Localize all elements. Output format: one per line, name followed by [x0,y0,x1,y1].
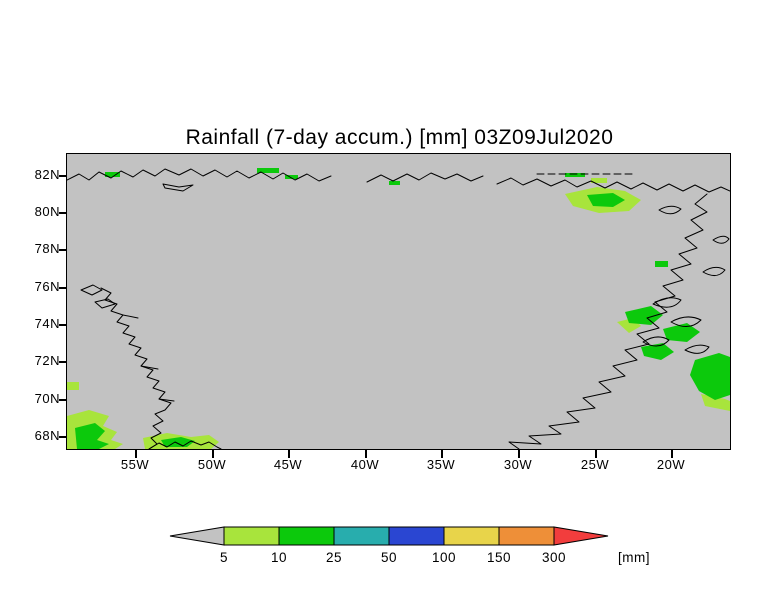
map-plot [67,154,730,449]
coastlines [67,168,730,449]
east-island [658,205,682,215]
x-axis-label-40w: 40W [350,457,380,472]
rain-patch [690,353,730,400]
x-axis-label-50w: 50W [197,457,227,472]
colorbar-label-100: 100 [432,550,456,565]
y-tick-mark [59,361,67,363]
rain-patch [389,181,400,185]
rain-patch [701,394,730,411]
plot-area [66,153,731,450]
fjord-line [122,314,139,319]
y-axis-label-80n: 80N [34,204,60,219]
rain-patches-green [75,168,730,449]
coastline-east [508,193,708,449]
rain-patch [161,437,195,447]
y-tick-mark [59,249,67,251]
rain-patch [75,423,109,449]
rain-patch [641,343,674,360]
colorbar-label-150: 150 [487,550,511,565]
x-axis-label-20w: 20W [656,457,686,472]
coastline-north-mid [366,172,484,183]
x-tick-mark [365,450,367,458]
x-tick-mark [212,450,214,458]
east-island [652,297,682,308]
rain-patch [67,382,79,390]
colorbar-segment-25-50 [333,526,390,546]
rain-patch [591,178,607,183]
east-island [712,235,730,244]
colorbar-label-10: 10 [271,550,287,565]
y-axis-label-68n: 68N [34,428,60,443]
colorbar-segment-10-25 [278,526,335,546]
east-island [702,266,726,276]
rain-patch [105,172,120,177]
coastline-north-east [496,177,730,193]
colorbar-arrow-below [169,526,225,546]
x-axis-label-55w: 55W [120,457,150,472]
y-tick-mark [59,175,67,177]
colorbar-segment-150-300 [498,526,555,546]
x-tick-mark [135,450,137,458]
y-axis-label-82n: 82N [34,167,60,182]
fjord-line [140,365,159,370]
colorbar-label-25: 25 [326,550,342,565]
x-tick-mark [288,450,290,458]
y-tick-mark [59,399,67,401]
east-island [684,344,710,354]
rain-patch [257,168,279,173]
x-tick-mark [518,450,520,458]
colorbar-label-50: 50 [381,550,397,565]
east-island [670,316,702,327]
coastline-island [162,183,194,192]
coastline-west-islands [80,284,116,309]
y-axis-label-76n: 76N [34,279,60,294]
rain-patch [587,193,625,207]
fjord-line [158,398,175,402]
x-tick-mark [595,450,597,458]
y-axis-label-72n: 72N [34,353,60,368]
rain-patch [285,175,298,179]
colorbar-graphic: 5 10 25 50 100 150 300 [mm] [169,526,650,565]
y-axis-label-74n: 74N [34,316,60,331]
x-tick-mark [441,450,443,458]
plot-title: Rainfall (7-day accum.) [mm] 03Z09Jul202… [185,126,614,149]
coastline-north-west [67,168,332,182]
east-island [642,336,670,347]
x-axis-label-25w: 25W [580,457,610,472]
rain-patch [663,323,700,342]
x-tick-mark [671,450,673,458]
y-axis-label-78n: 78N [34,241,60,256]
y-tick-mark [59,324,67,326]
x-axis-label-45w: 45W [273,457,303,472]
coastline-west [100,287,172,449]
colorbar-label-5: 5 [220,550,228,565]
colorbar: 5 10 25 50 100 150 300 [mm] [166,524,656,573]
colorbar-segment-100-150 [443,526,500,546]
rain-patch [625,306,663,325]
colorbar-segment-5-10 [223,526,280,546]
colorbar-segment-50-100 [388,526,445,546]
colorbar-shapes [169,526,609,546]
y-tick-mark [59,436,67,438]
colorbar-unit-label: [mm] [618,550,650,565]
y-tick-mark [59,287,67,289]
x-axis-label-30w: 30W [503,457,533,472]
y-axis-label-70n: 70N [34,391,60,406]
colorbar-label-300: 300 [542,550,566,565]
y-tick-mark [59,212,67,214]
coastline-southwest-bottom [148,440,222,449]
colorbar-arrow-above [553,526,609,546]
x-axis-label-35w: 35W [426,457,456,472]
rain-patch [565,173,585,177]
colorbar-labels: 5 10 25 50 100 150 300 [mm] [220,550,650,565]
rain-patch [655,261,668,267]
